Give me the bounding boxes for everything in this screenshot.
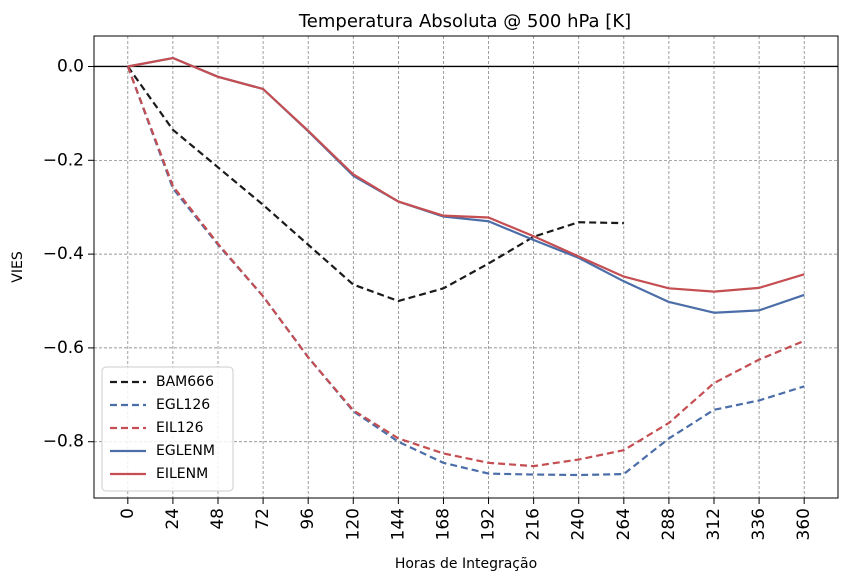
series-layer — [126, 56, 805, 477]
y-tick-label: −0.6 — [43, 338, 84, 358]
y-axis-label: VIES — [10, 251, 26, 283]
legend-label: EIL126 — [156, 420, 204, 436]
y-tick-label: 0.0 — [57, 56, 84, 76]
series-line-eilenm — [127, 56, 805, 293]
x-tick-label: 120 — [343, 508, 363, 540]
y-axis: 0.0 −0.2 −0.4 −0.6 −0.8 — [43, 56, 94, 452]
legend-box — [101, 366, 234, 492]
legend: BAM666 EGL126 EIL126 EGLENM EILENM — [101, 366, 234, 492]
y-tick-label: −0.8 — [43, 432, 84, 452]
x-tick-label: 288 — [659, 508, 679, 540]
legend-label: BAM666 — [156, 374, 214, 390]
x-tick-label: 360 — [794, 508, 814, 540]
x-tick-label: 168 — [433, 508, 453, 540]
x-tick-label: 72 — [253, 508, 273, 530]
x-tick-label: 24 — [163, 508, 183, 530]
x-tick-label: 336 — [749, 508, 769, 540]
x-tick-label: 144 — [388, 508, 408, 540]
x-tick-label: 264 — [614, 508, 634, 540]
grid — [94, 36, 838, 498]
chart-title: Temperatura Absoluta @ 500 hPa [K] — [298, 11, 631, 32]
x-axis-label: Horas de Integração — [395, 556, 537, 572]
x-tick-label: 48 — [208, 508, 228, 530]
x-axis: 0 24 48 72 96 120 144 168 192 216 240 264 288 312 336 3… — [118, 498, 814, 540]
x-tick-label: 216 — [524, 508, 544, 540]
x-tick-label: 96 — [298, 508, 318, 530]
y-tick-label: −0.4 — [43, 244, 84, 264]
series-line-eil126 — [126, 66, 805, 468]
plot-frame — [93, 35, 839, 499]
legend-label: EGL126 — [156, 397, 210, 413]
x-tick-label: 0 — [118, 508, 138, 519]
x-tick-label: 312 — [704, 508, 724, 540]
legend-label: EILENM — [156, 466, 208, 482]
x-tick-label: 240 — [569, 508, 589, 540]
x-tick-label: 192 — [479, 508, 499, 540]
series-line-bam666 — [126, 65, 624, 303]
legend-items: BAM666 EGL126 EIL126 EGLENM EILENM — [110, 374, 215, 482]
legend-label: EGLENM — [156, 443, 215, 459]
y-tick-label: −0.2 — [43, 150, 84, 170]
